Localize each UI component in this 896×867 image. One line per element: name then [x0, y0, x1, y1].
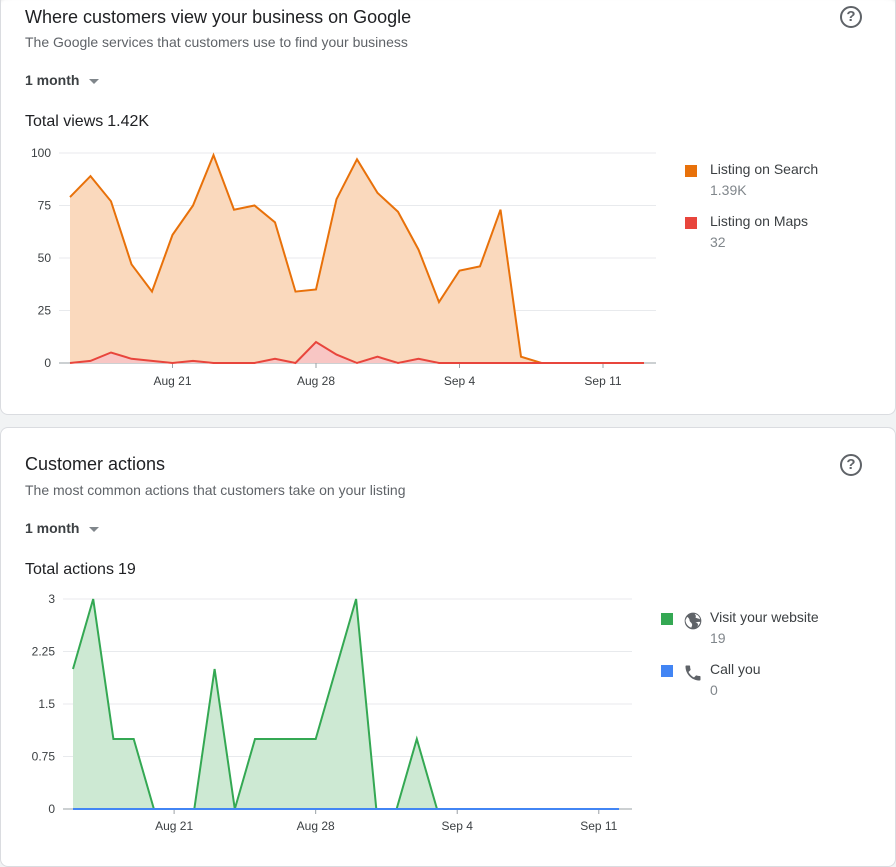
- actions-card-subtitle: The most common actions that customers t…: [25, 482, 406, 498]
- series-area-listing-on-maps: [70, 342, 644, 363]
- series-area-visit-your-website: [73, 599, 619, 809]
- phone-icon: [685, 665, 701, 681]
- globe-icon: [684, 612, 702, 630]
- actions-chart: 0 0.75 1.5 2.25 3 Aug 21 Aug 28 Sep 4 Sep 11: [32, 592, 632, 833]
- legend-label: Call you: [710, 661, 761, 677]
- total-actions: Total actions 19: [25, 561, 140, 579]
- legend-swatch-maps: [685, 217, 697, 229]
- legend-item-listing-on-search[interactable]: Listing on Search 1.39K: [685, 161, 885, 205]
- x-tick-label: Aug 21: [153, 374, 191, 388]
- x-tick-label: Aug 28: [297, 819, 335, 833]
- x-tick-label: Aug 28: [297, 374, 335, 388]
- y-tick-label: 25: [38, 304, 52, 318]
- total-views-value: 1.42K: [107, 113, 150, 130]
- y-tick-label: 3: [48, 592, 55, 606]
- actions-period-label: 1 month: [25, 520, 80, 536]
- total-actions-value: 19: [117, 561, 136, 578]
- legend-value: 19: [710, 630, 726, 646]
- y-tick-label: 2.25: [32, 645, 56, 659]
- help-icon[interactable]: ?: [840, 454, 862, 476]
- total-views-label: Total views: [25, 113, 104, 130]
- y-tick-label: 75: [38, 199, 52, 213]
- x-tick-label: Sep 11: [580, 819, 617, 833]
- legend-swatch-search: [685, 165, 697, 177]
- views-chart: 0 25 50 75 100 Aug 21 Aug 28 Sep 4 Sep 11: [31, 146, 656, 388]
- legend-item-call-you[interactable]: Call you 0: [661, 661, 891, 705]
- legend-label: Listing on Maps: [710, 213, 809, 229]
- y-tick-label: 0: [44, 356, 51, 370]
- legend-item-listing-on-maps[interactable]: Listing on Maps 32: [685, 213, 885, 257]
- y-tick-label: 100: [31, 146, 51, 160]
- help-icon[interactable]: ?: [840, 6, 862, 28]
- actions-card: Customer actions The most common actions…: [0, 427, 896, 867]
- actions-card-title: Customer actions: [25, 454, 166, 474]
- legend-value: 1.39K: [710, 182, 747, 198]
- y-tick-label: 50: [38, 251, 52, 265]
- series-area-listing-on-search: [70, 155, 644, 363]
- x-tick-label: Sep 4: [444, 374, 476, 388]
- caret-down-icon: [89, 526, 100, 532]
- legend-label: Listing on Search: [710, 161, 819, 177]
- views-period-label: 1 month: [25, 72, 80, 88]
- x-tick-label: Sep 11: [584, 374, 621, 388]
- views-card-subtitle: The Google services that customers use t…: [25, 34, 408, 50]
- caret-down-icon: [89, 78, 100, 84]
- legend-item-visit-website[interactable]: Visit your website 19: [661, 609, 891, 653]
- views-period-dropdown[interactable]: 1 month: [25, 72, 100, 88]
- series-line-listing-on-maps: [69, 340, 644, 365]
- legend-label: Visit your website: [710, 609, 819, 625]
- actions-period-dropdown[interactable]: 1 month: [25, 520, 100, 536]
- total-actions-label: Total actions: [25, 561, 114, 578]
- legend-value: 32: [710, 234, 726, 250]
- y-tick-label: 0.75: [32, 750, 56, 764]
- views-card: Where customers view your business on Go…: [0, 0, 896, 415]
- total-views: Total views 1.42K: [25, 113, 153, 131]
- legend-swatch-call: [661, 665, 673, 677]
- legend-swatch-website: [661, 613, 673, 625]
- y-tick-label: 1.5: [38, 697, 55, 711]
- x-tick-label: Sep 4: [442, 819, 474, 833]
- y-tick-label: 0: [48, 802, 55, 816]
- x-tick-label: Aug 21: [155, 819, 193, 833]
- views-card-title: Where customers view your business on Go…: [25, 7, 412, 27]
- legend-value: 0: [710, 682, 718, 698]
